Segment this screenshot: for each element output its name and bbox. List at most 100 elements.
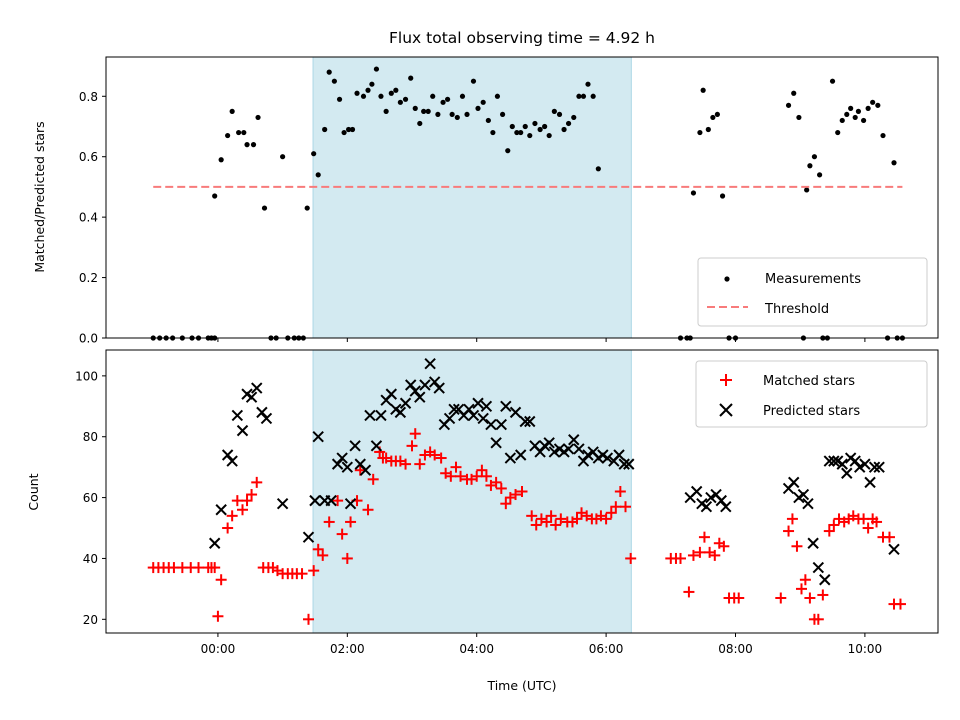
predicted-star-point-55 [514, 449, 527, 461]
measurement-point-93 [700, 87, 706, 93]
measurement-point-102 [796, 114, 802, 121]
top-y-tick-label-2: 0.4 [79, 211, 98, 225]
predicted-star-point-44 [463, 403, 475, 416]
measurement-point-15 [241, 129, 247, 136]
measurement-point-11 [218, 157, 224, 163]
bottom-y-tick-label-1: 40 [83, 552, 98, 566]
measurement-point-97 [719, 193, 726, 199]
predicted-star-point-33 [409, 385, 421, 397]
matched-star-point-89 [610, 501, 622, 513]
top-legend: Measurements Threshold [697, 257, 928, 327]
predicted-star-point-103 [864, 476, 876, 489]
measurement-point-29 [315, 172, 321, 178]
predicted-star-point-93 [819, 574, 831, 586]
predicted-star-point-2 [221, 449, 234, 461]
predicted-star-point-4 [231, 409, 244, 422]
measurement-point-115 [852, 114, 858, 121]
matched-star-point-41 [367, 473, 379, 485]
matched-star-point-67 [495, 482, 507, 494]
matched-star-point-70 [510, 489, 522, 501]
measurement-point-59 [459, 93, 466, 99]
measurement-point-112 [839, 117, 845, 124]
measurement-point-70 [514, 129, 520, 136]
matched-star-point-118 [828, 519, 840, 531]
measurement-point-81 [565, 120, 572, 127]
measurement-point-10 [212, 193, 218, 199]
matched-star-point-75 [541, 516, 553, 528]
matched-star-point-18 [246, 489, 258, 501]
legend-label-predicted: Predicted stars [763, 404, 860, 419]
predicted-star-point-69 [582, 449, 594, 461]
legend-label-measurements: Measurements [765, 272, 861, 287]
bottom-y-tick-label-3: 80 [83, 430, 98, 444]
measurement-point-17 [250, 142, 257, 148]
legend-marker-measurements [724, 276, 730, 282]
predicted-star-point-13 [309, 494, 321, 507]
predicted-star-point-3 [226, 455, 238, 467]
top-y-tick-label-3: 0.6 [79, 150, 98, 164]
measurement-point-75 [537, 126, 543, 133]
predicted-star-point-24 [364, 409, 376, 422]
measurement-point-80 [561, 126, 567, 133]
legend-marker-matched [720, 374, 732, 386]
measurement-point-119 [870, 99, 876, 105]
measurement-point-87 [595, 166, 601, 172]
measurement-point-64 [485, 117, 491, 124]
measurement-point-62 [475, 105, 481, 111]
top-y-tick-label-0: 0.0 [79, 332, 98, 346]
matched-star-point-109 [786, 513, 798, 525]
matched-star-point-127 [871, 516, 883, 528]
measurement-point-123 [891, 160, 897, 166]
predicted-star-point-98 [841, 467, 853, 479]
matched-star-point-103 [718, 540, 730, 552]
predicted-star-point-26 [375, 409, 387, 422]
measurement-point-27 [304, 205, 310, 211]
predicted-star-point-56 [519, 415, 531, 428]
legend-marker-predicted [719, 403, 733, 417]
measurement-point-58 [454, 114, 460, 121]
measurement-point-46 [397, 99, 403, 105]
matched-star-point-110 [791, 540, 803, 552]
predicted-star-point-65 [562, 443, 575, 455]
matched-star-point-12 [215, 574, 227, 586]
measurement-point-114 [848, 105, 854, 111]
matched-star-point-77 [550, 519, 562, 531]
predicted-star-point-18 [336, 452, 348, 464]
bottom-x-axis: 00:00 02:00 04:00 06:00 08:00 10:00 [201, 633, 882, 656]
measurement-point-117 [860, 117, 867, 124]
measurement-point-68 [505, 148, 511, 154]
matched-star-point-48 [400, 458, 412, 470]
measurement-point-110 [829, 78, 836, 84]
measurement-point-42 [378, 93, 384, 99]
predicted-star-point-90 [802, 497, 814, 510]
predicted-star-point-16 [325, 494, 337, 507]
predicted-star-point-49 [485, 418, 497, 431]
predicted-star-point-79 [690, 485, 703, 498]
legend-label-matched: Matched stars [763, 374, 855, 389]
predicted-star-point-91 [807, 537, 819, 549]
bottom-observing-window [312, 349, 632, 634]
matched-star-point-55 [435, 452, 447, 464]
measurement-point-113 [844, 111, 850, 118]
x-tick-label-2: 04:00 [459, 642, 494, 656]
bottom-y-tick-label-0: 20 [83, 613, 98, 627]
predicted-star-point-17 [331, 458, 344, 470]
measurement-point-85 [585, 81, 591, 87]
matched-star-point-95 [675, 552, 687, 564]
x-tick-label-3: 06:00 [589, 642, 624, 656]
predicted-star-point-54 [509, 406, 522, 419]
predicted-star-point-73 [601, 452, 614, 464]
matched-star-point-64 [480, 470, 492, 482]
predicted-star-point-7 [245, 391, 258, 403]
matched-star-point-66 [490, 476, 502, 488]
measurement-point-45 [393, 87, 399, 93]
matched-star-point-87 [600, 513, 612, 525]
predicted-star-point-47 [477, 412, 489, 425]
measurement-point-83 [576, 93, 582, 99]
predicted-star-point-9 [256, 406, 268, 419]
matched-star-point-117 [823, 525, 835, 537]
matched-star-point-10 [209, 562, 221, 574]
matched-star-point-98 [694, 546, 706, 558]
bottom-y-tick-label-2: 60 [83, 491, 98, 505]
predicted-star-point-67 [573, 443, 585, 455]
